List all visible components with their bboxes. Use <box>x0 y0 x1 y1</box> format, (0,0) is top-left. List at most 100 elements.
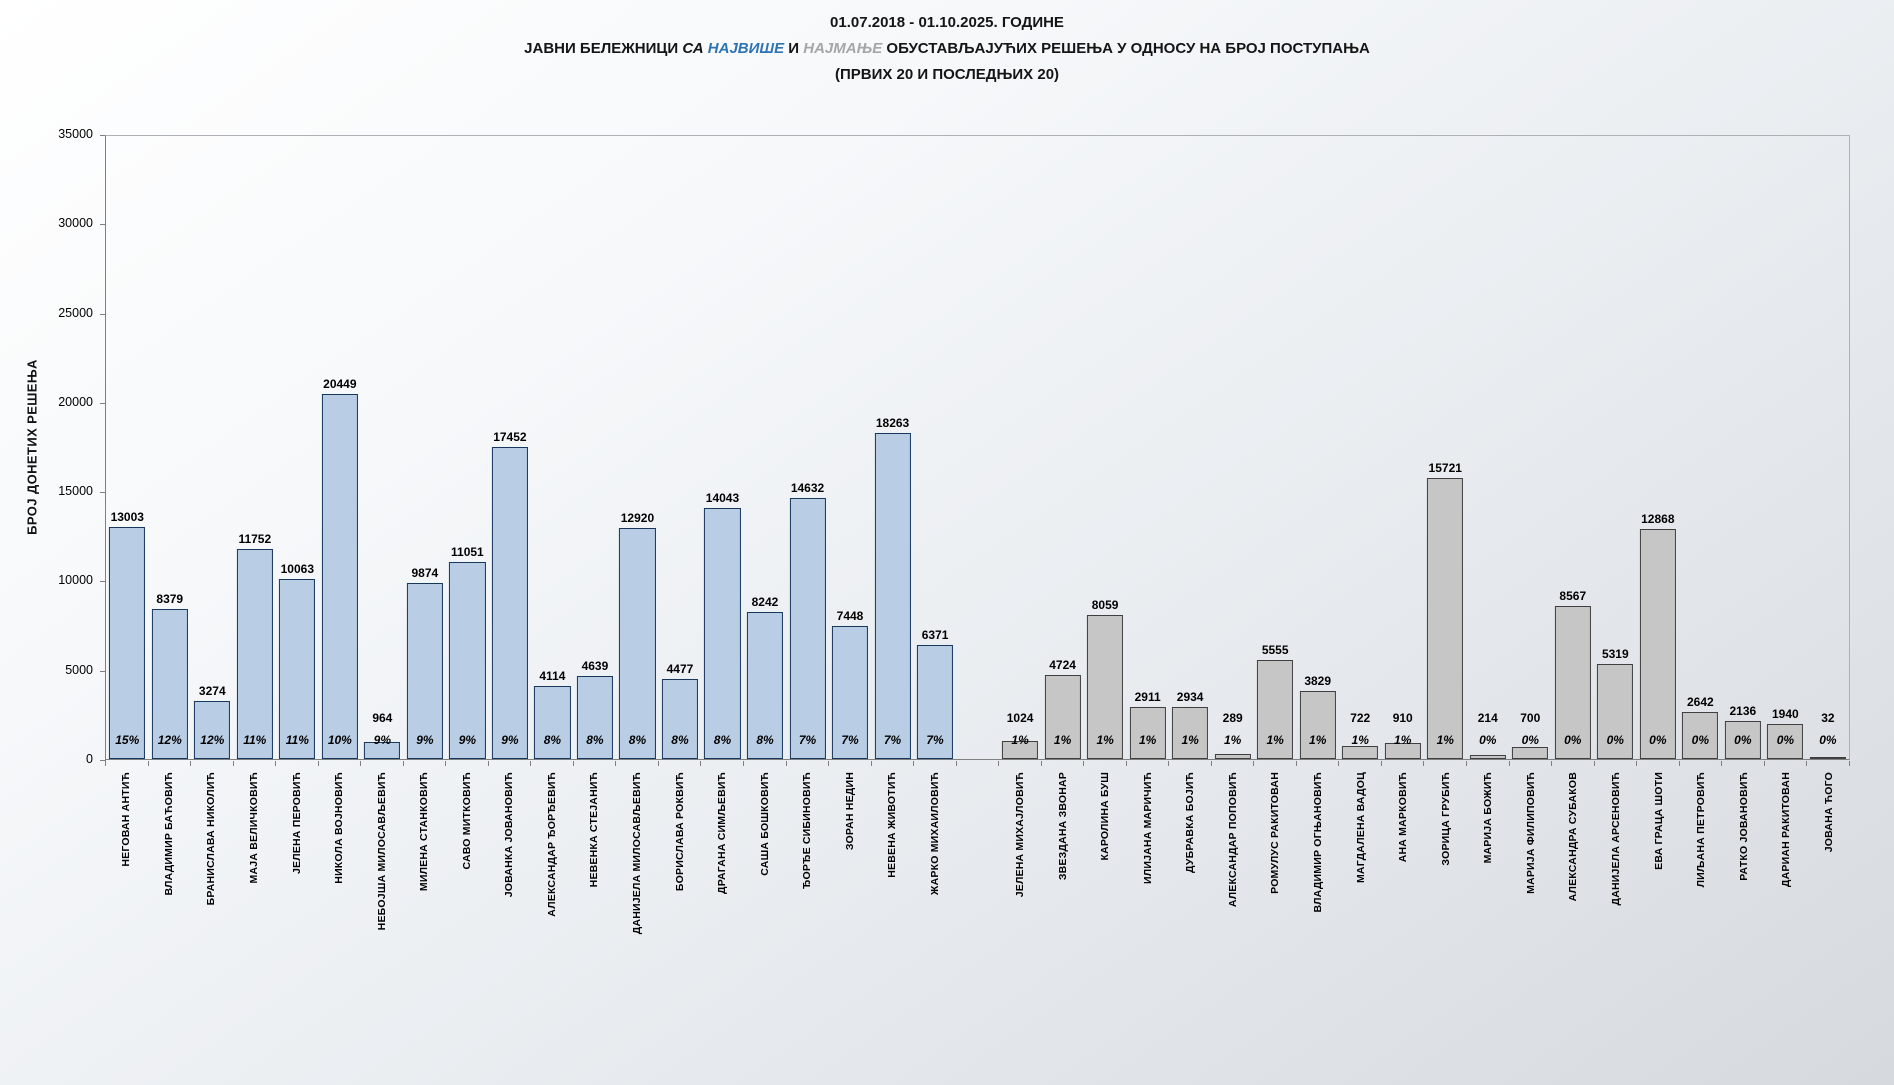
bar-slot: 2934 1% <box>1169 136 1212 759</box>
x-tick-mark <box>446 761 489 766</box>
bar-value-label: 700 <box>1520 711 1541 725</box>
bar-value-label: 5319 <box>1601 647 1629 662</box>
bar-percent-label: 0% <box>1564 733 1582 747</box>
x-label-slot: ЗОРИЦА ГРУБИЋ <box>1424 770 1467 1060</box>
bar-value-label: 8567 <box>1559 589 1587 604</box>
bar-bottom20 <box>1512 746 1549 759</box>
x-label-slot: САША БОШКОВИЋ <box>743 770 786 1060</box>
bar-top20 <box>619 528 656 759</box>
bar-top20 <box>406 582 443 759</box>
x-tick-mark <box>105 761 149 766</box>
x-label-slot: МАРИЈА БОЖИЋ <box>1467 770 1510 1060</box>
y-tick-mark <box>100 313 106 315</box>
bar-slot: 1024 1% <box>999 136 1042 759</box>
x-label-slot: АНА МАРКОВИЋ <box>1382 770 1425 1060</box>
title-part: НАЈВИШЕ <box>707 40 785 57</box>
bar-value-label: 32 <box>1821 711 1835 725</box>
bar-top20 <box>194 700 231 759</box>
x-axis-label: ЂОРЂЕ СИБИНОВИЋ <box>801 772 814 889</box>
x-tick-mark <box>574 761 617 766</box>
bar-bottom20 <box>1597 664 1634 759</box>
bar-value-label: 1024 <box>1006 711 1034 725</box>
bar-bottom20 <box>1427 478 1464 759</box>
x-tick-mark <box>787 761 830 766</box>
bar-value-label: 5555 <box>1261 642 1289 657</box>
x-axis-label: САВО МИТКОВИЋ <box>460 772 473 870</box>
x-axis-label: ЛИЉАНА ПЕТРОВИЋ <box>1695 772 1708 888</box>
y-tick-mark <box>100 581 106 583</box>
bar-top20 <box>279 579 316 759</box>
bar-bottom20 <box>1002 740 1039 759</box>
bar-bottom20 <box>1809 757 1846 759</box>
x-axis-label: НЕБОЈША МИЛОСАВЉЕВИЋ <box>375 772 388 931</box>
x-tick-mark <box>1807 761 1850 766</box>
bar-percent-label: 9% <box>416 733 434 747</box>
bar-slot: 13003 15% <box>106 136 149 759</box>
bar-top20 <box>364 741 401 759</box>
x-label-slot: БРАНИСЛАВА НИКОЛИЋ <box>190 770 233 1060</box>
bar-percent-label: 8% <box>586 733 604 747</box>
bar-value-label: 8379 <box>156 592 184 607</box>
bar-percent-label: 7% <box>841 733 859 747</box>
bar-value-label: 4477 <box>666 662 694 677</box>
bar-percent-label: 0% <box>1649 733 1667 747</box>
y-tick-mark <box>100 492 106 494</box>
x-label-slot: МАГДАЛЕНА ВАДОЦ <box>1339 770 1382 1060</box>
bar-percent-label: 0% <box>1776 733 1795 747</box>
bar-value-label: 7448 <box>836 609 864 623</box>
bar-percent-label: 9% <box>458 733 477 747</box>
x-tick-mark <box>616 761 659 766</box>
bar-top20 <box>661 679 699 759</box>
bar-value-label: 20449 <box>323 376 357 391</box>
bar-value-label: 1940 <box>1772 707 1799 722</box>
x-tick-mark <box>829 761 872 766</box>
plot-area: 13003 15% 8379 12% 3274 12% 11752 11% 10063 11% 20… <box>105 135 1850 760</box>
x-axis-label: ЕВА ГРАЦА ШОТИ <box>1652 772 1665 870</box>
bar-slot: 3829 1% <box>1296 136 1339 759</box>
bar-slot: 8242 8% <box>744 136 787 759</box>
bar-top20 <box>109 526 146 759</box>
bar-percent-label: 0% <box>1734 733 1752 747</box>
x-label-slot: КАРОЛИНА БУШ <box>1084 770 1127 1060</box>
x-tick-mark <box>999 761 1042 766</box>
bar-value-label: 18263 <box>875 415 910 430</box>
x-axis-label: ДАРИАН РАКИТОВАН <box>1780 772 1793 888</box>
x-axis-label: АЛЕКСАНДАР ЂОРЂЕВИЋ <box>545 772 558 917</box>
x-axis-label: МАГДАЛЕНА ВАДОЦ <box>1354 772 1367 884</box>
x-label-slot: САВО МИТКОВИЋ <box>446 770 489 1060</box>
bar-slot: 8379 12% <box>149 136 192 759</box>
bar-value-label: 2911 <box>1134 690 1161 705</box>
chart-title-block: 01.07.2018 - 01.10.2025. ГОДИНЕ ЈАВНИ БЕ… <box>0 10 1894 88</box>
x-tick-mark <box>872 761 915 766</box>
bar-slot: 14632 7% <box>786 136 829 759</box>
x-tick-mark <box>1510 761 1553 766</box>
y-tick-mark <box>100 135 106 136</box>
bar-slot: 7448 7% <box>829 136 872 759</box>
bar-value-label: 3829 <box>1304 673 1332 688</box>
x-axis-label: ИЛИЈАНА МАРИЧИЋ <box>1141 772 1154 884</box>
x-tick-mark <box>1339 761 1382 766</box>
bar-percent-label: 0% <box>1691 733 1709 747</box>
x-axis-label: ЈЕЛЕНА МИХАЈЛОВИЋ <box>1014 772 1027 898</box>
bar-value-label: 14632 <box>790 480 825 495</box>
x-label-slot: ЛИЉАНА ПЕТРОВИЋ <box>1680 770 1723 1060</box>
bar-percent-label: 9% <box>373 733 392 747</box>
y-tick-label: 15000 <box>58 484 93 499</box>
bar-bottom20 <box>1554 606 1591 759</box>
x-label-slot: АЛЕКСАНДРА СУБАКОВ <box>1552 770 1595 1060</box>
x-label-slot: ЈЕЛЕНА ПЕРОВИЋ <box>275 770 318 1060</box>
bar-slot: 6371 7% <box>914 136 957 759</box>
x-tick-mark <box>489 761 532 766</box>
bar-slot: 214 0% <box>1467 136 1510 759</box>
x-axis-label: МИЛЕНА СТАНКОВИЋ <box>418 772 431 892</box>
bar-slot: 4477 8% <box>659 136 702 759</box>
x-tick-mark <box>1552 761 1595 766</box>
bar-percent-label: 11% <box>243 733 267 747</box>
bar-slot: 17452 9% <box>489 136 532 759</box>
group-gap <box>956 136 999 759</box>
bar-percent-label: 0% <box>1479 733 1497 747</box>
bar-percent-label: 8% <box>671 733 689 747</box>
x-label-slot: РАТКО ЈОВАНОВИЋ <box>1722 770 1765 1060</box>
bar-value-label: 3274 <box>198 683 226 698</box>
bar-slot: 5319 0% <box>1594 136 1637 759</box>
